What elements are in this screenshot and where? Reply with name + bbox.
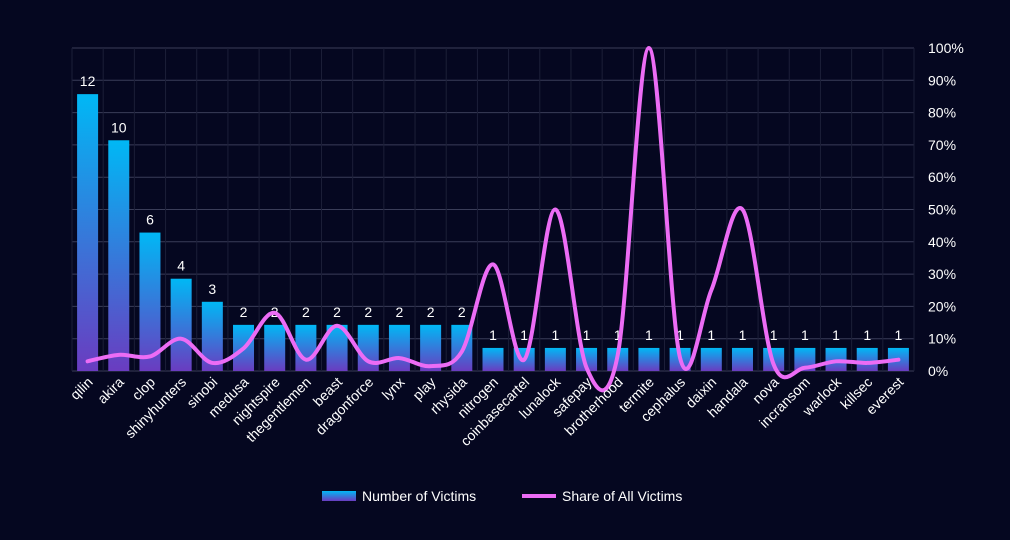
y2-tick-label: 20% [928,298,956,314]
y2-tick-label: 40% [928,234,956,250]
bar-qilin [77,94,99,372]
legend: Number of Victims Share of All Victims [322,488,682,504]
bar-value-label: 12 [80,73,96,89]
x-tick-label: lynx [379,374,408,403]
bar-play [420,324,442,371]
y2-tick-label: 10% [928,331,956,347]
bar-value-label: 1 [801,327,809,343]
bar-nitrogen [482,347,504,371]
y2-tick-label: 80% [928,105,956,121]
grid-lines [71,47,915,372]
bar-value-label: 2 [396,304,404,320]
bar-value-label: 2 [458,304,466,320]
bar-clop [139,232,161,371]
bar-value-label: 1 [551,327,559,343]
bar-value-label: 2 [364,304,372,320]
bar-value-label: 6 [146,212,154,228]
bar-value-label: 1 [707,327,715,343]
y2-tick-label: 70% [928,137,956,153]
y2-tick-label: 60% [928,169,956,185]
legend-bar-label: Number of Victims [362,488,476,504]
y2-tick-label: 90% [928,72,956,88]
bar-value-label: 1 [770,327,778,343]
y2-tick-label: 30% [928,266,956,282]
bar-value-label: 1 [645,327,653,343]
y2-tick-label: 100% [928,40,964,56]
bar-beast [326,324,348,371]
bar-handala [731,347,753,371]
bar-nightspire [264,324,286,371]
y2-tick-label: 50% [928,202,956,218]
legend-line-label: Share of All Victims [562,488,682,504]
bar-value-label: 1 [520,327,528,343]
bar-value-label: 2 [240,304,248,320]
bar-akira [108,140,130,371]
bar-value-label: 2 [302,304,310,320]
x-tick-label: qilin [67,374,96,403]
bar-value-label: 1 [895,327,903,343]
bar-value-label: 1 [583,327,591,343]
bar-shinyhunters [170,278,192,371]
right-axis-ticks: 0% 10% 20% 30% 40% 50% 60% 70% 80% 90% 100% [928,40,964,379]
bar-value-label: 1 [832,327,840,343]
bar-value-label: 3 [208,281,216,297]
line-series [85,45,901,393]
bar-value-label: 2 [333,304,341,320]
bar-sinobi [201,301,223,371]
bar-killsec [856,347,878,371]
y2-tick-label: 0% [928,363,948,379]
bar-value-label: 1 [676,327,684,343]
bar-value-label: 4 [177,258,185,274]
bar-value-label: 1 [489,327,497,343]
bar-value-label: 2 [427,304,435,320]
bar-lynx [388,324,410,371]
bar-value-label: 10 [111,119,127,135]
bar-value-label: 1 [614,327,622,343]
bar-termite [638,347,660,371]
legend-bar-swatch [322,491,356,501]
bar-daixin [700,347,722,371]
x-tick-label: akira [94,374,127,407]
bar-thegentlemen [295,324,317,371]
share-line [85,45,901,393]
bar-lunalock [544,347,566,371]
bar-value-label: 1 [739,327,747,343]
bar-value-label: 1 [863,327,871,343]
